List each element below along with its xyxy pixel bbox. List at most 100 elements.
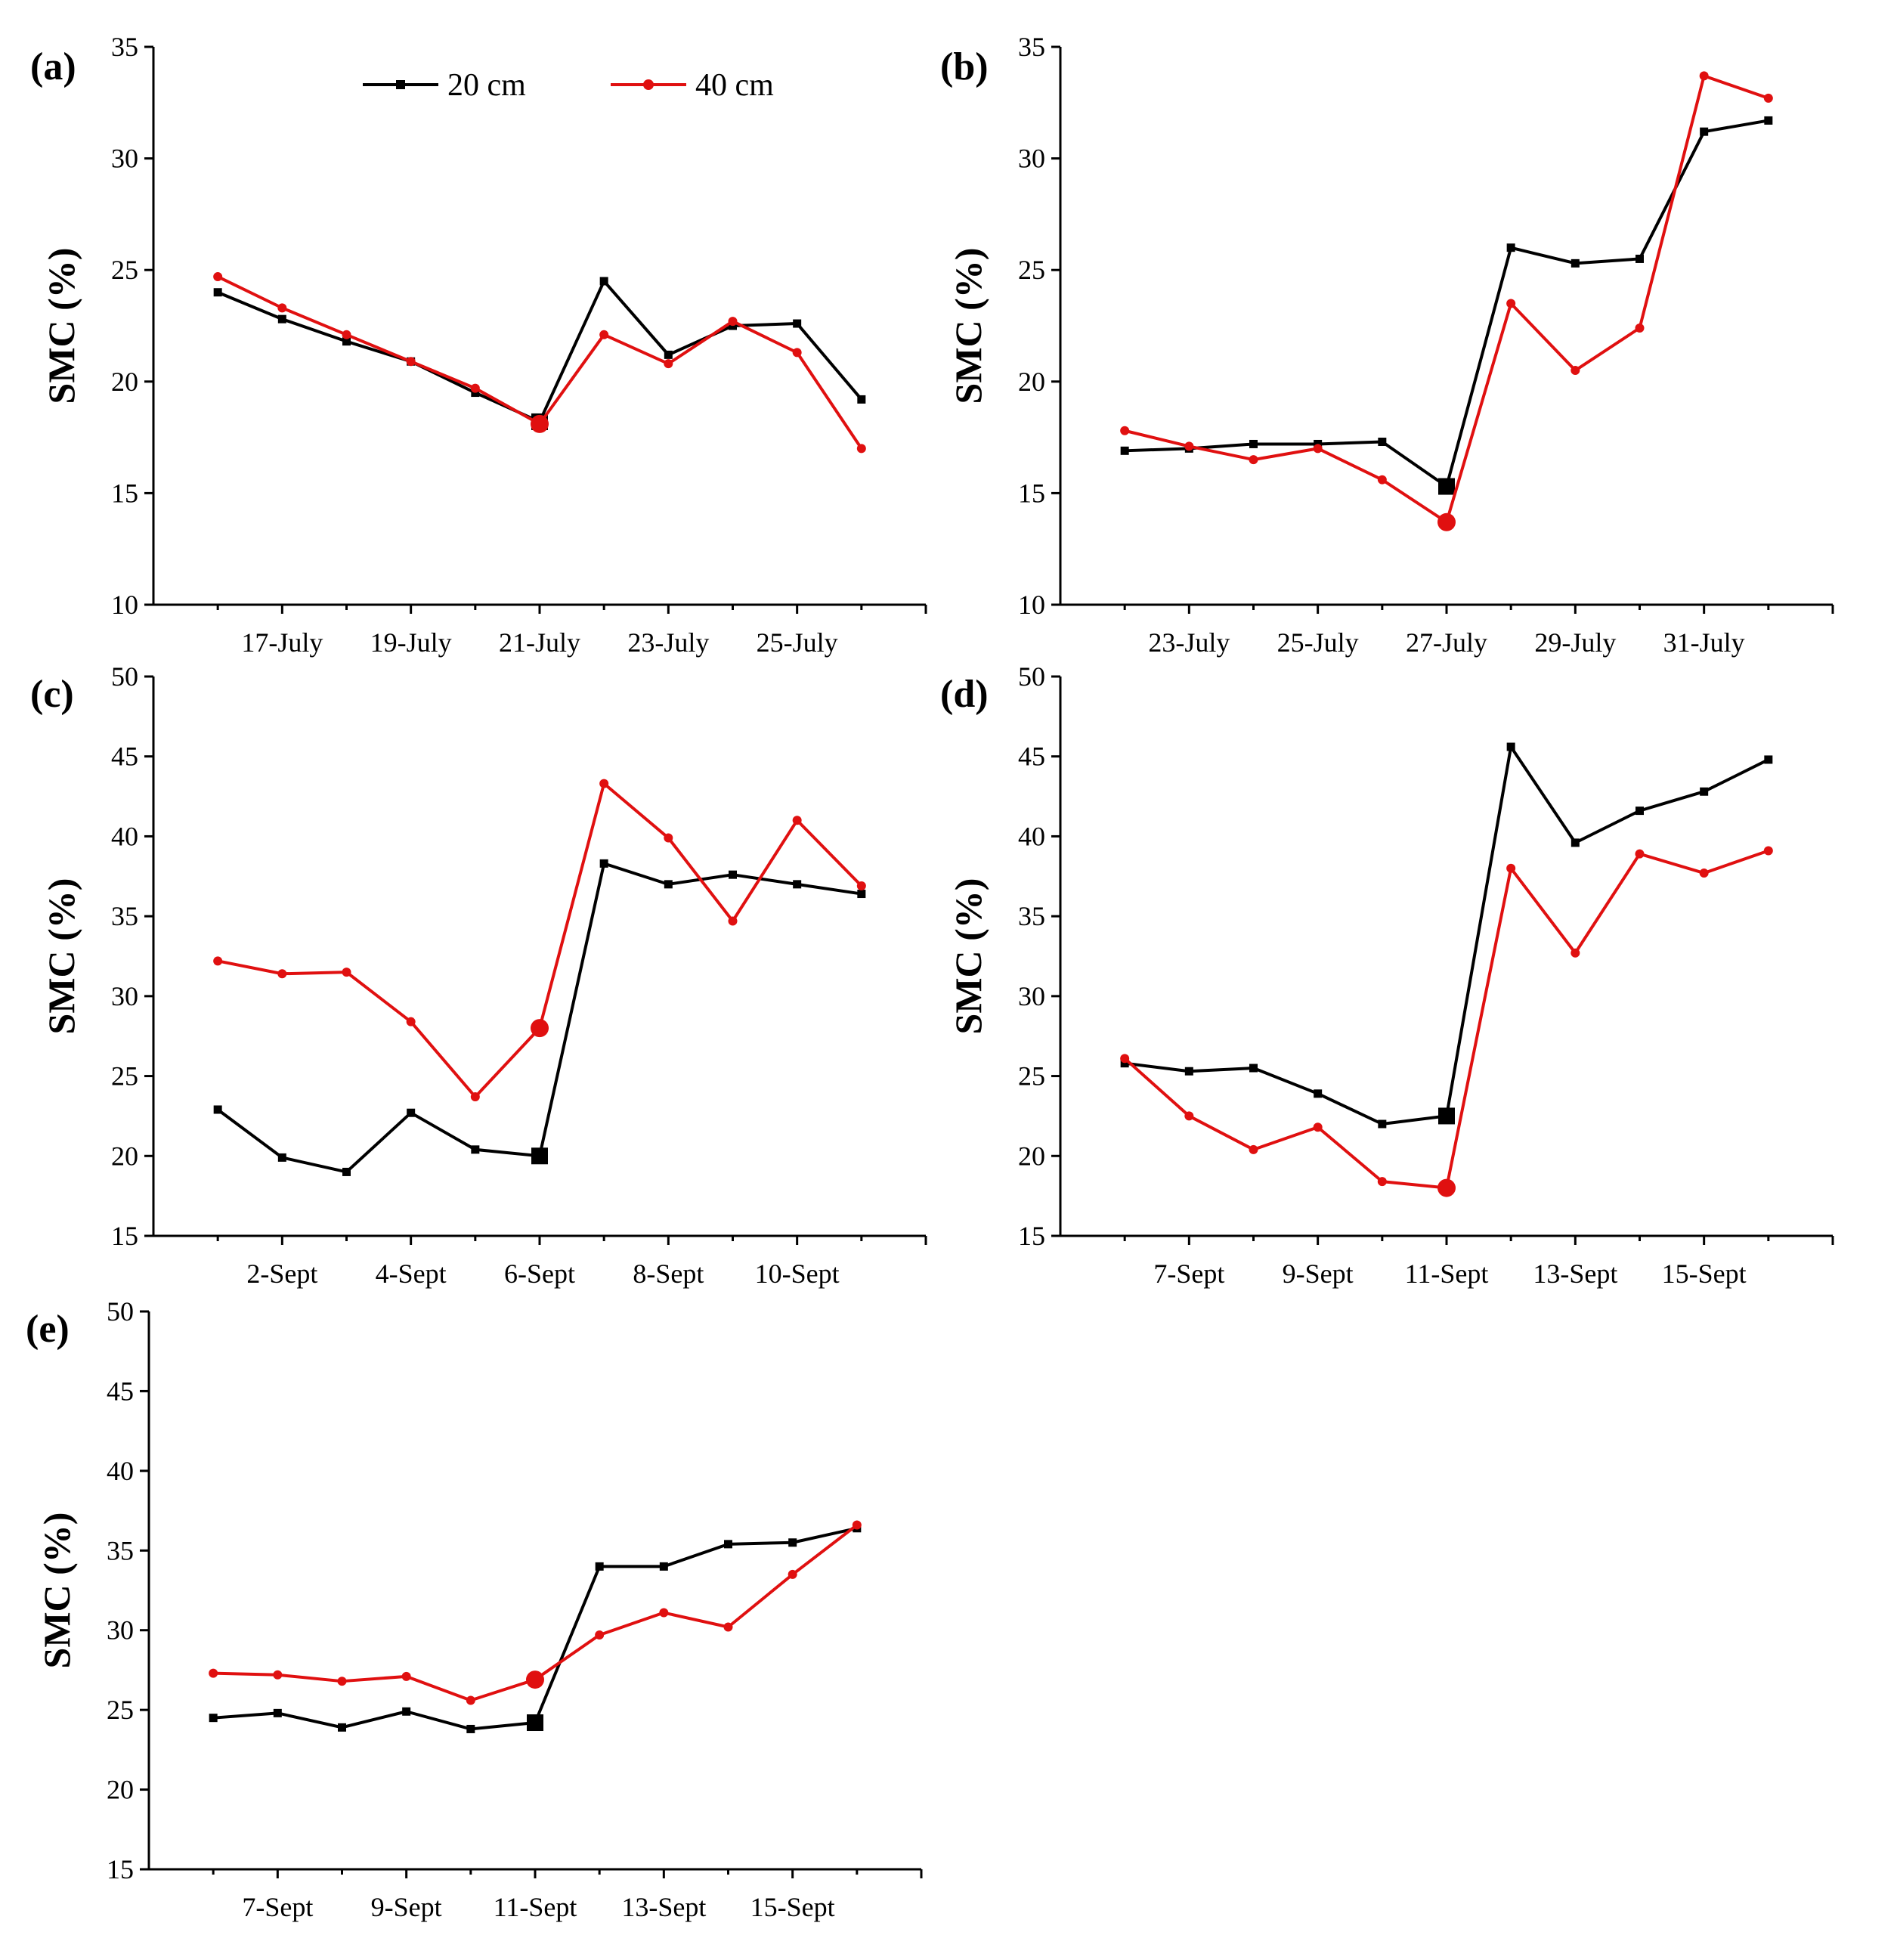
- y-tick-label: 50: [111, 661, 138, 692]
- y-tick-label: 25: [1018, 255, 1045, 285]
- data-point-20cm: [1700, 127, 1709, 136]
- data-point-40cm: [1699, 869, 1709, 878]
- data-point-40cm: [277, 303, 287, 313]
- panel-label: (e): [26, 1308, 70, 1351]
- legend-item-20cm: 20 cm: [363, 68, 526, 103]
- data-point-40cm: [213, 272, 223, 282]
- data-point-20cm: [1506, 243, 1515, 252]
- data-point-40cm: [1313, 444, 1323, 454]
- data-point-40cm: [1699, 71, 1709, 81]
- x-tick-label: 4-Sept: [376, 1259, 447, 1289]
- y-tick-label: 30: [111, 144, 138, 174]
- y-tick-label: 15: [107, 1854, 134, 1884]
- y-tick-label: 30: [107, 1615, 134, 1646]
- data-point-40cm: [213, 956, 223, 966]
- data-point-20cm: [1571, 838, 1580, 847]
- data-point-20cm: [724, 1540, 732, 1549]
- y-tick-label: 35: [111, 32, 138, 62]
- data-point-40cm: [1377, 475, 1387, 485]
- data-point-20cm: [1184, 1067, 1193, 1076]
- y-tick-label: 20: [107, 1775, 134, 1805]
- panel-d: 15 20 25 30 35 40 45 50 7-Sept 9-Sept 11-Sept 13-Se…: [940, 661, 1834, 1289]
- data-point-40cm: [664, 833, 673, 843]
- panel-b: 10 15 20 25 30 35 23-July 25-July 27-July 29-July…: [940, 32, 1834, 658]
- data-point-20cm: [273, 1708, 282, 1717]
- y-tick-label: 35: [1018, 901, 1045, 931]
- x-tick-label: 13-Sept: [621, 1892, 706, 1922]
- data-point-20cm: [338, 1723, 346, 1732]
- x-tick-label: 19-July: [370, 627, 452, 658]
- data-point-20cm: [466, 1724, 475, 1733]
- data-point-20cm: [1700, 787, 1709, 796]
- data-point-40cm: [342, 968, 351, 977]
- y-tick-label: 15: [1018, 478, 1045, 508]
- data-point-40cm: [1184, 441, 1194, 451]
- data-point-20cm: [1636, 807, 1644, 816]
- data-point-20cm: [664, 880, 673, 889]
- y-tick-label: 40: [111, 821, 138, 851]
- data-point-20cm: [1120, 1059, 1129, 1068]
- y-tick-label: 10: [111, 590, 138, 620]
- highlight-point-20cm: [531, 1147, 548, 1165]
- series-line-40cm: [1124, 74, 1769, 524]
- highlight-point-40cm: [1437, 512, 1456, 531]
- x-tick-label: 9-Sept: [371, 1892, 442, 1922]
- data-point-40cm: [1635, 323, 1645, 333]
- data-point-40cm: [1506, 863, 1516, 873]
- data-point-40cm: [401, 1671, 411, 1681]
- data-point-20cm: [209, 1714, 218, 1723]
- data-point-40cm: [406, 1017, 416, 1026]
- data-point-20cm: [793, 319, 802, 328]
- highlight-point-20cm: [1438, 1107, 1455, 1125]
- y-tick-label: 30: [1018, 144, 1045, 174]
- data-point-40cm: [728, 317, 738, 327]
- y-tick-label: 20: [111, 1141, 138, 1171]
- legend: 20 cm 40 cm: [363, 68, 774, 103]
- x-tick-label: 6-Sept: [504, 1259, 575, 1289]
- data-point-40cm: [1120, 1054, 1130, 1064]
- highlight-point-40cm: [526, 1670, 544, 1689]
- y-tick-label: 35: [111, 901, 138, 931]
- panel-label: (a): [30, 45, 76, 88]
- series-line-20cm: [1125, 119, 1769, 488]
- data-point-40cm: [856, 444, 866, 454]
- data-point-20cm: [1249, 1064, 1258, 1073]
- y-axis-label: SMC (%): [36, 1513, 78, 1669]
- data-point-20cm: [277, 314, 286, 324]
- data-point-20cm: [407, 1108, 416, 1117]
- x-tick-label: 11-Sept: [494, 1892, 577, 1922]
- x-tick-label: 21-July: [499, 627, 580, 658]
- legend-label: 40 cm: [695, 68, 774, 103]
- y-tick-label: 15: [111, 1221, 138, 1251]
- data-point-20cm: [1506, 742, 1515, 751]
- highlight-point-20cm: [527, 1714, 543, 1732]
- y-tick-label: 25: [1018, 1061, 1045, 1091]
- data-point-40cm: [723, 1622, 733, 1632]
- data-point-40cm: [273, 1670, 283, 1680]
- x-tick-label: 23-July: [627, 627, 709, 658]
- y-tick-label: 15: [111, 478, 138, 508]
- x-tick-label: 23-July: [1148, 627, 1230, 658]
- series-line-20cm: [216, 862, 862, 1174]
- data-point-20cm: [1764, 755, 1773, 764]
- data-point-40cm: [1184, 1111, 1194, 1121]
- data-point-40cm: [277, 969, 287, 979]
- legend-marker-circle: [643, 79, 654, 90]
- y-axis-label: SMC (%): [40, 248, 82, 404]
- x-tick-label: 2-Sept: [246, 1259, 317, 1289]
- data-point-20cm: [342, 337, 351, 346]
- panel-label: (b): [940, 45, 989, 88]
- panel-a: 10 15 20 25 30 35 17-July 19-July 21-July 23-July…: [30, 32, 927, 658]
- data-point-20cm: [788, 1538, 797, 1547]
- x-tick-label: 13-Sept: [1533, 1259, 1617, 1289]
- data-point-40cm: [1249, 455, 1258, 465]
- data-point-20cm: [729, 870, 737, 879]
- y-tick-label: 10: [1018, 590, 1045, 620]
- y-tick-label: 25: [111, 255, 138, 285]
- y-axis-label: SMC (%): [947, 248, 989, 404]
- y-tick-label: 30: [111, 981, 138, 1011]
- data-point-20cm: [857, 395, 866, 404]
- data-point-40cm: [1377, 1177, 1387, 1187]
- data-point-40cm: [406, 357, 416, 367]
